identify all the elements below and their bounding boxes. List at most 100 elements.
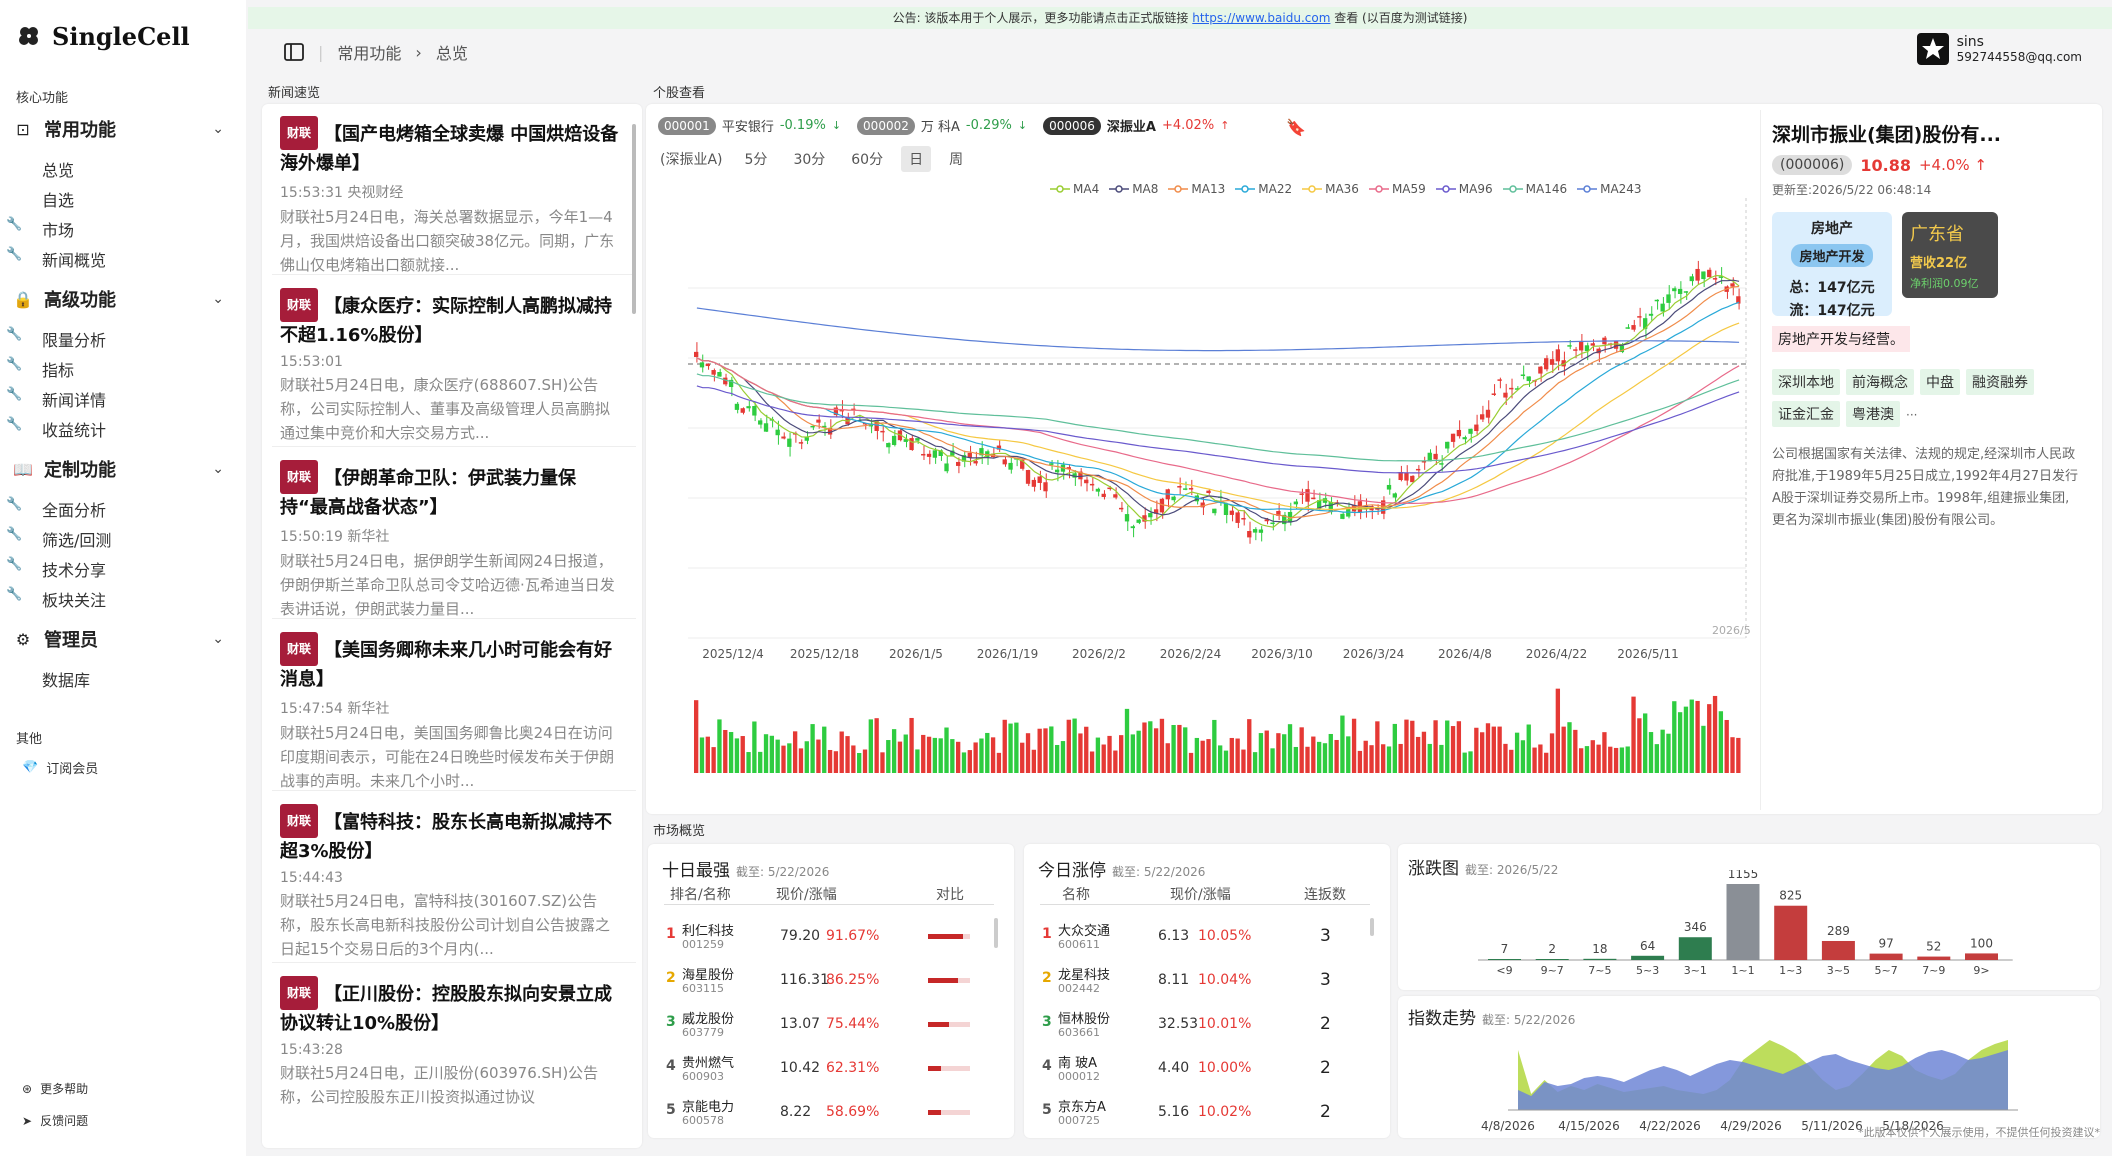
period-tab[interactable]: 周 [949,152,964,168]
banner-link[interactable]: https://www.baidu.com [1192,11,1331,25]
news-item[interactable]: 财联 【康众医疗：实际控制人高鹏拟减持不超1.16%股份】 15:53:01 财联社5… [272,288,636,447]
group-custom[interactable]: 📖 定制功能 ⌄ [13,454,230,484]
stock-name: 南 玻A [1058,1056,1098,1071]
table-row[interactable]: 3 威龙股份 603779 13.07 75.44% [664,1008,994,1048]
legend-item[interactable]: MA22 [1235,182,1292,196]
legend-item[interactable]: MA146 [1502,182,1567,196]
stock-code: 002442 [1058,982,1100,995]
price: 79.20 [780,928,821,944]
concept-tag[interactable]: 粤港澳 [1846,401,1900,427]
help-link[interactable]: ⊛ 更多帮助 [22,1081,89,1097]
kline-chart[interactable]: 2025/12/4 2025/12/18 2026/1/5 2026/1/19 2026… [646,198,1754,798]
legend-item[interactable]: MA13 [1168,182,1225,196]
chevron-down-icon[interactable]: ⌄ [212,121,224,137]
concept-tag[interactable]: 证金汇金 [1772,401,1840,427]
legend-item[interactable]: MA4 [1050,182,1099,196]
concept-tag[interactable]: 中盘 [1920,369,1960,395]
feedback-link[interactable]: ➤ 反馈问题 [22,1113,89,1129]
news-item[interactable]: 财联 【正川股份：控股股东拟向安景立成协议转让10%股份】 15:43:28 财联社5… [280,976,620,1133]
sidebar-item-screen[interactable]: 🔧 筛选/回测 [6,527,112,550]
rank: 4 [1042,1058,1052,1074]
sidebar-item-full-analysis[interactable]: 🔧 全面分析 [6,497,107,520]
period-tab[interactable]: 30分 [793,152,826,168]
dist-title: 涨跌图 截至: 2026/5/22 [1408,859,1559,879]
group-advanced[interactable]: 🔒 高级功能 ⌄ [13,284,230,314]
price: 10.42 [780,1060,821,1076]
legend-item[interactable]: MA59 [1368,182,1426,196]
clover-icon [19,26,38,45]
x-tick: 5/11/2026 [1801,1119,1863,1133]
news-scrollbar[interactable] [632,124,636,314]
sidebar-item-news-detail[interactable]: 🔧 新闻详情 [6,387,107,410]
legend-item[interactable]: MA243 [1577,182,1642,196]
user-menu[interactable]: sins 592744558@qq.com [1916,33,2082,65]
period-tab[interactable]: 60分 [851,152,884,168]
ma-line [696,279,1740,523]
table-row[interactable]: 4 贵州燃气 600903 10.42 62.31% [664,1052,994,1092]
change: 91.67% [826,928,880,944]
legend-item[interactable]: MA8 [1109,182,1158,196]
sidebar-item-returns[interactable]: 🔧 收益统计 [6,417,107,440]
breadcrumb-current: 总览 [435,44,468,63]
breadcrumb-item[interactable]: 常用功能 [337,44,402,63]
scrollbar[interactable] [994,918,998,948]
limit-up-title: 今日涨停 截至: 5/22/2026 [1038,861,1206,881]
news-source-tag: 财联 [280,804,319,838]
table-row[interactable]: 5 京东方A 000725 5.16 10.02% 2 [1040,1096,1370,1136]
news-item[interactable]: 财联 【富特科技：股东长高电新拟减持不超3%股份】 15:44:43 财联社5月24日… [272,804,636,963]
news-item[interactable]: 财联 【国产电烤箱全球卖爆 中国烘焙设备海外爆单】 15:53:31 央视财经 财联社… [272,116,636,277]
app-logo[interactable]: SingleCell [16,22,190,51]
table-row[interactable]: 1 大众交通 600611 6.13 10.05% 3 [1040,920,1370,960]
scrollbar[interactable] [1370,918,1374,936]
news-item[interactable]: 财联 【伊朗革命卫队：伊武装力量保持“最高战备状态”】 15:50:19 新华社 财联… [272,460,636,621]
chevron-down-icon[interactable]: ⌄ [212,631,224,647]
subscribe-link[interactable]: 💎 订阅会员 [22,760,99,777]
bookmark-icon[interactable]: 🔖 [1286,118,1306,137]
sidebar-item-watchlist[interactable]: 自选 [42,191,75,210]
sidebar-item-overview[interactable]: 总览 [42,161,75,180]
x-tick: 9> [1973,964,1989,977]
sidebar-item-limit[interactable]: 🔧 限量分析 [6,327,107,350]
sidebar-item-news[interactable]: 🔧 新闻概览 [6,247,107,270]
news-title: 财联 【美国务卿称未来几小时可能会有好消息】 [280,632,620,694]
legend-item[interactable]: MA96 [1435,182,1493,196]
chevron-down-icon[interactable]: ⌄ [212,461,224,477]
news-title: 财联 【国产电烤箱全球卖爆 中国烘焙设备海外爆单】 [280,116,620,178]
concept-tag[interactable]: 深圳本地 [1772,369,1840,395]
table-row[interactable]: 2 龙星科技 002442 8.11 10.04% 3 [1040,964,1370,1004]
top-strong-card [648,844,1014,1138]
table-row[interactable]: 5 京能电力 600578 8.22 58.69% [664,1096,994,1136]
watchlist-item[interactable]: 000002 万 科A -0.29% ↓ [857,116,1027,135]
more-tags[interactable]: ··· [1906,408,1918,422]
table-row[interactable]: 3 恒林股份 603661 32.53 10.01% 2 [1040,1008,1370,1048]
table-row[interactable]: 1 利仁科技 001259 79.20 91.67% [664,920,994,960]
ma-legend: MA4 MA8 MA13 MA22 MA36 MA59 MA96 MA146 MA243 [1050,182,1642,196]
group-common[interactable]: ⊡ 常用功能 ⌄ [14,114,230,144]
sidebar-item-indicator[interactable]: 🔧 指标 [6,357,75,380]
sidebar-item-tech[interactable]: 🔧 技术分享 [6,557,107,580]
legend-item[interactable]: MA36 [1302,182,1359,196]
watchlist-item[interactable]: 000006 深振业A +4.02% ↑ [1043,116,1229,135]
ratio-bar [928,934,970,939]
concept-tag[interactable]: 前海概念 [1846,369,1914,395]
chevron-down-icon[interactable]: ⌄ [212,291,224,307]
arrow-up-icon: ↑ [1220,119,1230,132]
sidebar-item-database[interactable]: 数据库 [42,671,91,690]
x-tick: 2025/12/18 [790,647,859,661]
period-tab[interactable]: 日 [901,146,932,172]
business-scope: 房地产开发与经营。 [1772,326,1910,352]
change: 58.69% [826,1104,880,1120]
bar-value-label: 97 [1878,937,1893,951]
group-admin[interactable]: ⚙ 管理员 ⌄ [14,624,230,654]
section-core: 核心功能 [16,91,69,106]
sidebar-item-sector[interactable]: 🔧 板块关注 [6,587,107,610]
stock-name: 大众交通 [1058,924,1111,939]
table-row[interactable]: 4 南 玻A 000012 4.40 10.00% 2 [1040,1052,1370,1092]
sidebar-item-market[interactable]: 🔧 市场 [6,217,75,240]
concept-tag[interactable]: 融资融券 [1966,369,2034,395]
table-row[interactable]: 2 海星股份 603115 116.31 86.25% [664,964,994,1004]
watchlist-item[interactable]: 000001 平安银行 -0.19% ↓ [658,116,841,135]
sidebar-toggle-icon[interactable] [284,42,304,62]
period-tab[interactable]: 5分 [744,152,768,168]
news-item[interactable]: 财联 【美国务卿称未来几小时可能会有好消息】 15:47:54 新华社 财联社5月24… [272,632,636,793]
